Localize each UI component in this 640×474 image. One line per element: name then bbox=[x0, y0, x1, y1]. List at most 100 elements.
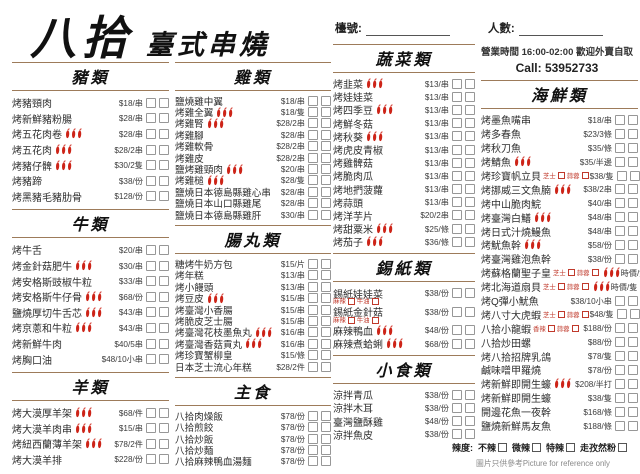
order-checkbox[interactable] bbox=[615, 323, 625, 334]
order-checkbox[interactable] bbox=[465, 402, 475, 413]
order-checkbox[interactable] bbox=[628, 198, 638, 209]
order-checkbox[interactable] bbox=[321, 129, 331, 140]
order-checkbox[interactable] bbox=[628, 226, 638, 237]
order-checkbox[interactable] bbox=[452, 325, 462, 336]
order-checkbox[interactable] bbox=[616, 170, 627, 181]
order-checkbox[interactable] bbox=[308, 129, 318, 140]
order-checkbox[interactable] bbox=[159, 291, 169, 302]
option-checkbox[interactable] bbox=[581, 310, 589, 318]
order-checkbox[interactable] bbox=[146, 175, 156, 186]
spice-option-checkbox[interactable] bbox=[498, 443, 508, 452]
order-checkbox[interactable] bbox=[465, 157, 475, 168]
order-checkbox[interactable] bbox=[159, 454, 169, 465]
order-checkbox[interactable] bbox=[628, 212, 638, 223]
order-checkbox[interactable] bbox=[308, 209, 318, 220]
order-checkbox[interactable] bbox=[465, 236, 475, 247]
order-checkbox[interactable] bbox=[452, 429, 462, 440]
order-checkbox[interactable] bbox=[159, 423, 169, 434]
order-checkbox[interactable] bbox=[452, 338, 462, 349]
order-checkbox[interactable] bbox=[629, 170, 640, 181]
order-checkbox[interactable] bbox=[321, 118, 331, 129]
order-checkbox[interactable] bbox=[159, 322, 169, 333]
option-checkbox[interactable] bbox=[591, 269, 599, 277]
order-checkbox[interactable] bbox=[308, 258, 318, 269]
order-checkbox[interactable] bbox=[159, 97, 169, 108]
order-checkbox[interactable] bbox=[465, 197, 475, 208]
order-checkbox[interactable] bbox=[465, 91, 475, 102]
order-checkbox[interactable] bbox=[159, 191, 169, 202]
order-checkbox[interactable] bbox=[452, 157, 462, 168]
order-checkbox[interactable] bbox=[321, 361, 331, 372]
order-checkbox[interactable] bbox=[465, 210, 475, 221]
order-checkbox[interactable] bbox=[615, 392, 625, 403]
spice-option-checkbox[interactable] bbox=[618, 443, 628, 452]
order-checkbox[interactable] bbox=[452, 223, 462, 234]
order-checkbox[interactable] bbox=[465, 223, 475, 234]
order-checkbox[interactable] bbox=[628, 420, 638, 431]
order-checkbox[interactable] bbox=[308, 350, 318, 361]
order-checkbox[interactable] bbox=[452, 306, 462, 317]
option-checkbox[interactable] bbox=[567, 269, 575, 277]
order-checkbox[interactable] bbox=[465, 429, 475, 440]
order-checkbox[interactable] bbox=[452, 288, 462, 299]
order-checkbox[interactable] bbox=[321, 293, 331, 304]
order-checkbox[interactable] bbox=[615, 406, 625, 417]
order-checkbox[interactable] bbox=[615, 226, 625, 237]
order-checkbox[interactable] bbox=[321, 350, 331, 361]
order-checkbox[interactable] bbox=[146, 260, 156, 271]
order-checkbox[interactable] bbox=[146, 97, 156, 108]
order-checkbox[interactable] bbox=[308, 152, 318, 163]
order-checkbox[interactable] bbox=[615, 142, 625, 153]
order-checkbox[interactable] bbox=[146, 113, 156, 124]
party-size-field[interactable] bbox=[518, 23, 603, 36]
order-checkbox[interactable] bbox=[308, 198, 318, 209]
order-checkbox[interactable] bbox=[146, 291, 156, 302]
order-checkbox[interactable] bbox=[615, 184, 625, 195]
order-checkbox[interactable] bbox=[321, 422, 331, 433]
order-checkbox[interactable] bbox=[159, 160, 169, 171]
option-checkbox[interactable] bbox=[581, 172, 589, 179]
order-checkbox[interactable] bbox=[159, 407, 169, 418]
order-checkbox[interactable] bbox=[615, 295, 625, 306]
order-checkbox[interactable] bbox=[308, 445, 318, 456]
order-checkbox[interactable] bbox=[321, 315, 331, 326]
order-checkbox[interactable] bbox=[146, 354, 156, 365]
order-checkbox[interactable] bbox=[452, 236, 462, 247]
order-checkbox[interactable] bbox=[628, 142, 638, 153]
order-checkbox[interactable] bbox=[465, 288, 475, 299]
order-checkbox[interactable] bbox=[159, 260, 169, 271]
order-checkbox[interactable] bbox=[159, 244, 169, 255]
order-checkbox[interactable] bbox=[308, 175, 318, 186]
order-checkbox[interactable] bbox=[628, 337, 638, 348]
order-checkbox[interactable] bbox=[308, 456, 318, 467]
order-checkbox[interactable] bbox=[465, 104, 475, 115]
option-checkbox[interactable] bbox=[557, 172, 565, 179]
order-checkbox[interactable] bbox=[452, 104, 462, 115]
order-checkbox[interactable] bbox=[159, 438, 169, 449]
order-checkbox[interactable] bbox=[615, 364, 625, 375]
order-checkbox[interactable] bbox=[146, 191, 156, 202]
order-checkbox[interactable] bbox=[159, 175, 169, 186]
order-checkbox[interactable] bbox=[465, 118, 475, 129]
order-checkbox[interactable] bbox=[146, 276, 156, 287]
order-checkbox[interactable] bbox=[321, 327, 331, 338]
order-checkbox[interactable] bbox=[452, 131, 462, 142]
order-checkbox[interactable] bbox=[452, 416, 462, 427]
order-checkbox[interactable] bbox=[321, 152, 331, 163]
order-checkbox[interactable] bbox=[452, 78, 462, 89]
order-checkbox[interactable] bbox=[465, 325, 475, 336]
order-checkbox[interactable] bbox=[452, 170, 462, 181]
order-checkbox[interactable] bbox=[308, 107, 318, 118]
order-checkbox[interactable] bbox=[615, 378, 625, 389]
option-checkbox[interactable] bbox=[581, 283, 589, 291]
order-checkbox[interactable] bbox=[321, 304, 331, 315]
order-checkbox[interactable] bbox=[615, 156, 625, 167]
order-checkbox[interactable] bbox=[308, 118, 318, 129]
order-checkbox[interactable] bbox=[146, 454, 156, 465]
order-checkbox[interactable] bbox=[159, 128, 169, 139]
order-checkbox[interactable] bbox=[146, 338, 156, 349]
order-checkbox[interactable] bbox=[321, 433, 331, 444]
order-checkbox[interactable] bbox=[628, 156, 638, 167]
order-checkbox[interactable] bbox=[146, 128, 156, 139]
order-checkbox[interactable] bbox=[146, 438, 156, 449]
